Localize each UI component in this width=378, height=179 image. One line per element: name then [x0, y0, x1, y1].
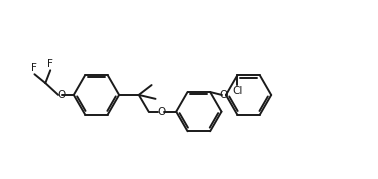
Text: O: O: [220, 90, 228, 100]
Text: F: F: [47, 59, 53, 69]
Text: O: O: [157, 107, 166, 117]
Text: F: F: [31, 63, 37, 73]
Text: Cl: Cl: [232, 86, 242, 96]
Text: O: O: [57, 90, 65, 100]
